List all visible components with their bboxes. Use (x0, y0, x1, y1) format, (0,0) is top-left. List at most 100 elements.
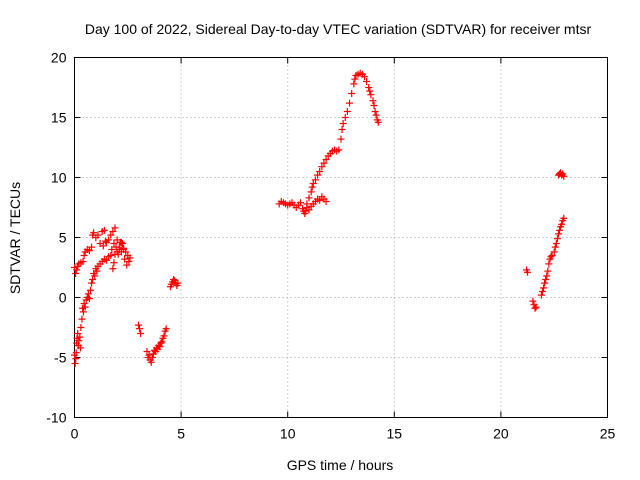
data-point (365, 84, 373, 91)
data-point (107, 231, 115, 239)
data-point (158, 338, 166, 346)
data-point (531, 304, 539, 312)
data-point (537, 291, 545, 299)
grid (74, 57, 608, 418)
data-point (303, 200, 311, 208)
data-points (71, 69, 568, 367)
data-point (137, 330, 145, 337)
data-point (543, 272, 551, 280)
data-point (174, 279, 182, 287)
data-point (85, 247, 93, 255)
data-point (77, 324, 85, 331)
data-point (308, 183, 316, 191)
data-point (76, 333, 84, 341)
data-point (109, 228, 117, 235)
data-point (162, 325, 170, 333)
data-point (553, 235, 561, 243)
data-point (337, 135, 345, 143)
data-point (545, 260, 553, 268)
data-point (122, 248, 130, 256)
y-tick-label: 5 (59, 230, 67, 246)
x-axis-label: GPS time / hours (287, 457, 394, 473)
data-point (350, 80, 358, 88)
data-point (560, 172, 568, 180)
data-point (558, 220, 566, 228)
data-point (560, 214, 568, 222)
y-tick-label: 0 (59, 290, 67, 306)
data-point (374, 118, 382, 126)
data-point (80, 300, 88, 307)
data-point (372, 111, 380, 119)
data-point (548, 252, 556, 259)
data-point (311, 176, 319, 184)
data-point (76, 344, 84, 352)
data-point (107, 252, 115, 259)
data-point (348, 90, 356, 97)
x-tick-label: 25 (600, 426, 616, 442)
data-point (363, 78, 371, 85)
data-point (343, 108, 351, 115)
data-point (360, 73, 368, 81)
data-point (90, 229, 98, 237)
data-point (109, 265, 117, 273)
data-point (88, 279, 96, 287)
x-tick-label: 20 (493, 426, 509, 442)
data-point (552, 240, 560, 247)
data-point (72, 355, 80, 363)
y-tick-label: 10 (51, 170, 67, 186)
plot-frame (74, 57, 608, 418)
data-point (123, 261, 131, 269)
data-point (341, 114, 349, 121)
data-point (532, 303, 540, 311)
data-point (156, 343, 164, 351)
data-point (551, 243, 559, 251)
data-point (170, 276, 178, 283)
x-tick-label: 5 (177, 426, 185, 442)
data-point (305, 206, 313, 214)
data-point (367, 91, 375, 99)
data-point (542, 276, 550, 283)
data-point (113, 248, 121, 256)
data-point (73, 266, 81, 274)
data-point (81, 303, 89, 311)
data-point (118, 240, 126, 247)
data-point (88, 243, 96, 251)
data-point (550, 248, 558, 256)
x-tick-label: 10 (280, 426, 296, 442)
data-point (110, 259, 118, 267)
data-point (316, 196, 324, 204)
data-point (99, 242, 107, 250)
data-point (110, 240, 118, 247)
data-point (318, 163, 326, 171)
data-point (320, 159, 328, 167)
data-point (338, 126, 346, 133)
y-axis-label: SDTVAR / TECUs (7, 182, 23, 294)
data-point (72, 270, 80, 277)
data-point (309, 180, 317, 187)
data-point (524, 268, 532, 276)
data-point (369, 97, 377, 105)
data-point (538, 288, 546, 295)
x-tick-label: 0 (71, 426, 79, 442)
data-point (314, 171, 322, 179)
data-point (72, 349, 80, 357)
data-point (371, 108, 379, 115)
data-point (346, 99, 354, 107)
data-point (305, 194, 313, 202)
data-point (101, 237, 109, 245)
data-point (126, 254, 134, 262)
data-point (121, 255, 129, 263)
data-point (125, 258, 133, 265)
data-point (370, 102, 378, 109)
data-point (75, 337, 83, 345)
data-point (541, 279, 549, 287)
chart-title: Day 100 of 2022, Sidereal Day-to-day VTE… (85, 21, 592, 37)
data-point (108, 246, 116, 253)
y-tick-label: -10 (46, 410, 66, 426)
data-point (136, 325, 144, 333)
data-point (84, 290, 92, 298)
data-point (111, 224, 119, 232)
data-point (302, 207, 310, 215)
axis-ticks: 0 5 10 15 20 25 -10 -5 0 5 10 15 20 (46, 50, 615, 442)
